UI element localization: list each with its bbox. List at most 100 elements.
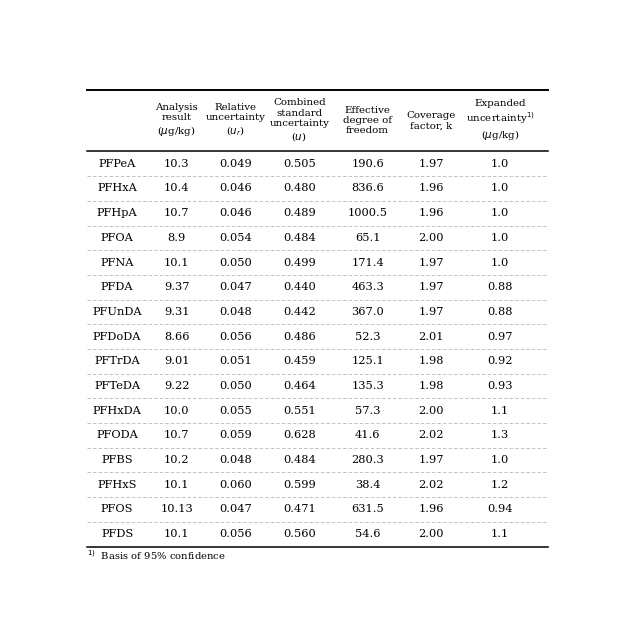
Text: 0.051: 0.051	[219, 356, 252, 367]
Text: PFODA: PFODA	[96, 430, 138, 440]
Text: 0.560: 0.560	[283, 529, 316, 539]
Text: 9.01: 9.01	[164, 356, 189, 367]
Text: 0.046: 0.046	[219, 208, 252, 218]
Text: 0.442: 0.442	[283, 307, 316, 317]
Text: 1.96: 1.96	[418, 183, 444, 194]
Text: PFOA: PFOA	[100, 233, 133, 243]
Text: 2.01: 2.01	[418, 332, 444, 341]
Text: 135.3: 135.3	[351, 381, 384, 391]
Text: 10.2: 10.2	[164, 455, 189, 465]
Text: 2.02: 2.02	[418, 430, 444, 440]
Text: 0.489: 0.489	[283, 208, 316, 218]
Text: 1.0: 1.0	[491, 455, 509, 465]
Text: 1.0: 1.0	[491, 233, 509, 243]
Text: 0.599: 0.599	[283, 480, 316, 490]
Text: 0.046: 0.046	[219, 183, 252, 194]
Text: PFNA: PFNA	[100, 258, 134, 267]
Text: 171.4: 171.4	[351, 258, 384, 267]
Text: 0.471: 0.471	[283, 505, 316, 514]
Text: 367.0: 367.0	[351, 307, 384, 317]
Text: 1.97: 1.97	[418, 258, 444, 267]
Text: 1.0: 1.0	[491, 208, 509, 218]
Text: 1.0: 1.0	[491, 159, 509, 168]
Text: 0.93: 0.93	[487, 381, 513, 391]
Text: 190.6: 190.6	[351, 159, 384, 168]
Text: 0.499: 0.499	[283, 258, 316, 267]
Text: 0.484: 0.484	[283, 233, 316, 243]
Text: 0.97: 0.97	[487, 332, 513, 341]
Text: 1000.5: 1000.5	[348, 208, 388, 218]
Text: 1.0: 1.0	[491, 258, 509, 267]
Text: 10.4: 10.4	[164, 183, 189, 194]
Text: Effective
degree of
freedom: Effective degree of freedom	[343, 105, 392, 136]
Text: PFDoDA: PFDoDA	[93, 332, 141, 341]
Text: 52.3: 52.3	[355, 332, 380, 341]
Text: 10.3: 10.3	[164, 159, 189, 168]
Text: 836.6: 836.6	[351, 183, 384, 194]
Text: 0.050: 0.050	[219, 258, 252, 267]
Text: 1.3: 1.3	[491, 430, 509, 440]
Text: 0.484: 0.484	[283, 455, 316, 465]
Text: 0.049: 0.049	[219, 159, 252, 168]
Text: 0.459: 0.459	[283, 356, 316, 367]
Text: PFDS: PFDS	[101, 529, 133, 539]
Text: 0.050: 0.050	[219, 381, 252, 391]
Text: 0.94: 0.94	[487, 505, 513, 514]
Text: PFHpA: PFHpA	[97, 208, 138, 218]
Text: 9.31: 9.31	[164, 307, 189, 317]
Text: 0.059: 0.059	[219, 430, 252, 440]
Text: PFUnDA: PFUnDA	[92, 307, 142, 317]
Text: 1.96: 1.96	[418, 505, 444, 514]
Text: PFHxS: PFHxS	[97, 480, 137, 490]
Text: 0.551: 0.551	[283, 406, 316, 416]
Text: 1.97: 1.97	[418, 455, 444, 465]
Text: 2.00: 2.00	[418, 529, 444, 539]
Text: 0.628: 0.628	[283, 430, 316, 440]
Text: 1.2: 1.2	[491, 480, 509, 490]
Text: 0.440: 0.440	[283, 282, 316, 292]
Text: 0.92: 0.92	[487, 356, 513, 367]
Text: 1.98: 1.98	[418, 381, 444, 391]
Text: 9.37: 9.37	[164, 282, 189, 292]
Text: 0.505: 0.505	[283, 159, 316, 168]
Text: 1.1: 1.1	[491, 529, 509, 539]
Text: 10.1: 10.1	[164, 529, 189, 539]
Text: 1.0: 1.0	[491, 183, 509, 194]
Text: 0.048: 0.048	[219, 307, 252, 317]
Text: 10.0: 10.0	[164, 406, 189, 416]
Text: PFOS: PFOS	[101, 505, 133, 514]
Text: 0.88: 0.88	[487, 307, 513, 317]
Text: 1.97: 1.97	[418, 307, 444, 317]
Text: 0.060: 0.060	[219, 480, 252, 490]
Text: 57.3: 57.3	[355, 406, 380, 416]
Text: PFPeA: PFPeA	[99, 159, 136, 168]
Text: 1.98: 1.98	[418, 356, 444, 367]
Text: 9.22: 9.22	[164, 381, 189, 391]
Text: Coverage
factor, k: Coverage factor, k	[407, 111, 456, 130]
Text: 0.047: 0.047	[219, 505, 252, 514]
Text: 10.13: 10.13	[160, 505, 193, 514]
Text: 65.1: 65.1	[355, 233, 380, 243]
Text: 463.3: 463.3	[351, 282, 384, 292]
Text: Analysis
result
($\mu$g/kg): Analysis result ($\mu$g/kg)	[155, 103, 198, 138]
Text: 2.00: 2.00	[418, 233, 444, 243]
Text: 0.464: 0.464	[283, 381, 316, 391]
Text: 0.056: 0.056	[219, 332, 252, 341]
Text: 10.7: 10.7	[164, 430, 189, 440]
Text: 125.1: 125.1	[351, 356, 384, 367]
Text: 2.00: 2.00	[418, 406, 444, 416]
Text: 0.88: 0.88	[487, 282, 513, 292]
Text: 8.9: 8.9	[167, 233, 186, 243]
Text: 0.054: 0.054	[219, 233, 252, 243]
Text: 0.055: 0.055	[219, 406, 252, 416]
Text: Expanded
uncertainty$^{1)}$
($\mu$g/kg): Expanded uncertainty$^{1)}$ ($\mu$g/kg)	[466, 99, 534, 142]
Text: 2.02: 2.02	[418, 480, 444, 490]
Text: 280.3: 280.3	[351, 455, 384, 465]
Text: $^{1)}$  Basis of 95% confidence: $^{1)}$ Basis of 95% confidence	[87, 548, 226, 563]
Text: 41.6: 41.6	[355, 430, 380, 440]
Text: PFBS: PFBS	[101, 455, 133, 465]
Text: 631.5: 631.5	[351, 505, 384, 514]
Text: 38.4: 38.4	[355, 480, 380, 490]
Text: Combined
standard
uncertainty
($u$): Combined standard uncertainty ($u$)	[269, 98, 329, 143]
Text: 1.97: 1.97	[418, 159, 444, 168]
